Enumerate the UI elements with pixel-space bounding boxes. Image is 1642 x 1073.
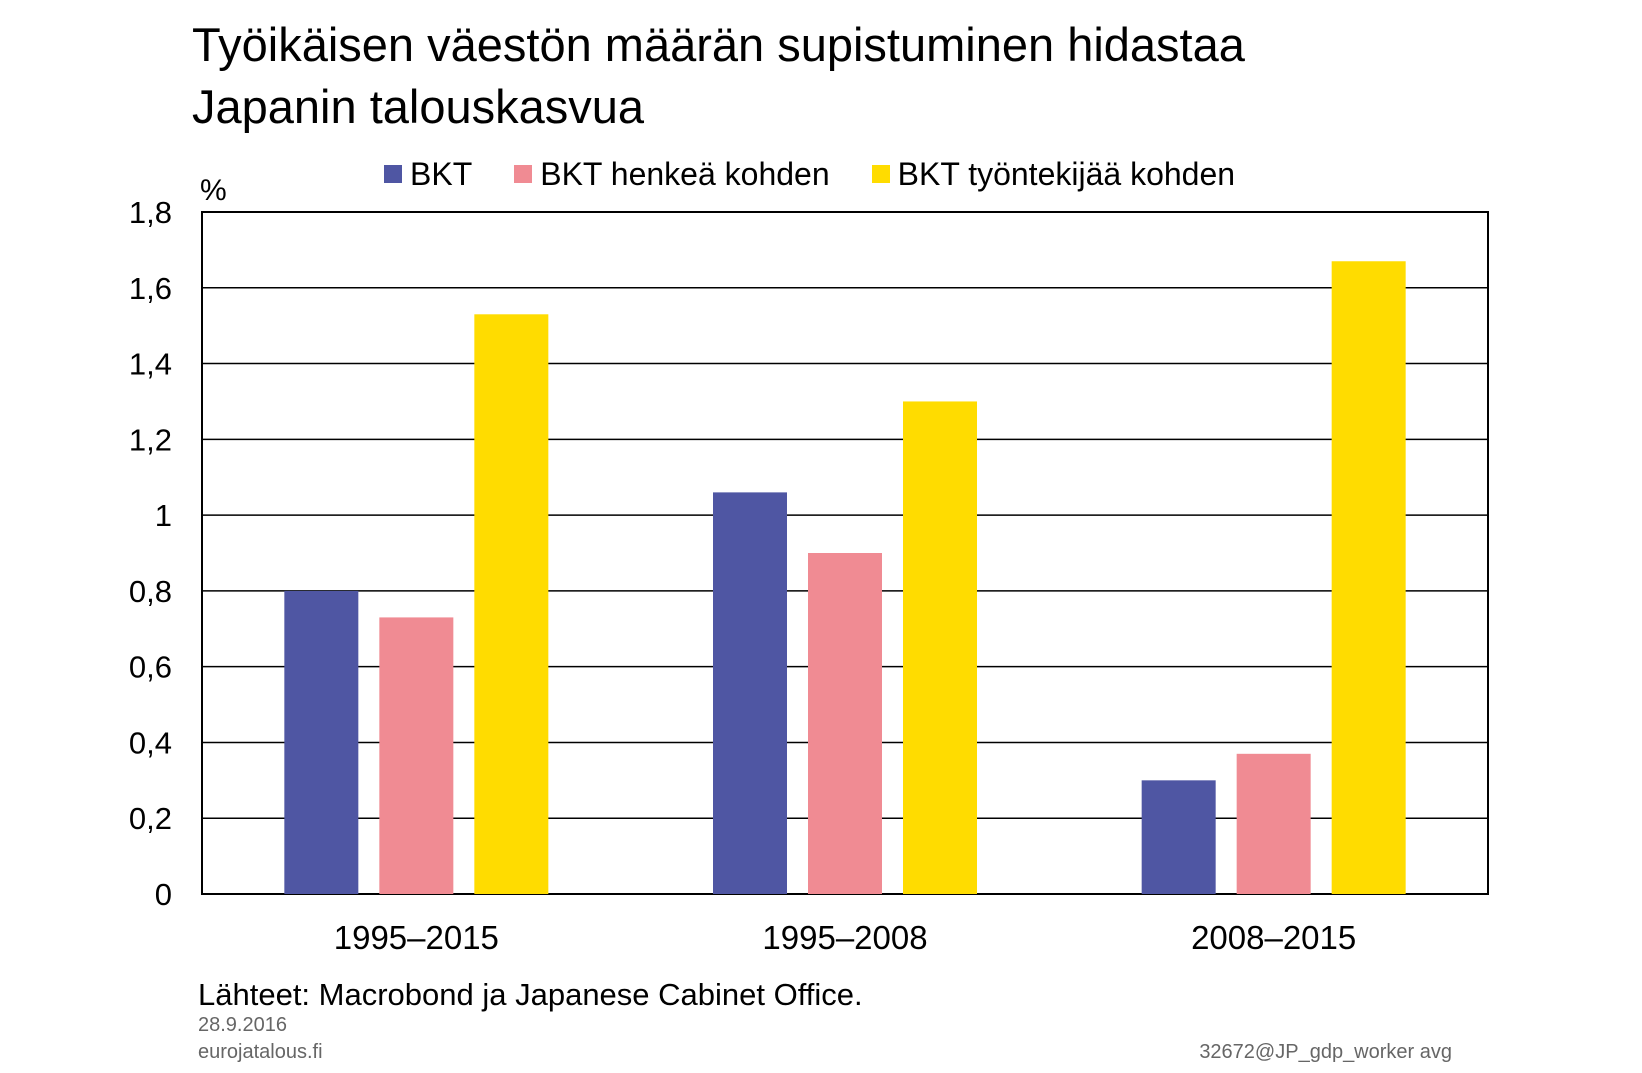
- bar: [713, 492, 787, 894]
- y-tick-label: 1,8: [129, 195, 172, 230]
- legend-swatch-bkt-per-capita: [514, 165, 533, 183]
- bar: [474, 314, 549, 894]
- bar: [284, 590, 359, 894]
- legend-item-bkt: BKT: [384, 156, 472, 193]
- bar: [808, 553, 882, 894]
- source-note: Lähteet: Macrobond ja Japanese Cabinet O…: [198, 977, 863, 1012]
- legend-swatch-bkt-per-worker: [871, 165, 890, 183]
- legend-label-bkt: BKT: [410, 155, 473, 192]
- chart-code: 32672@JP_gdp_worker avg: [1199, 1041, 1452, 1063]
- y-tick-label: 0: [155, 877, 172, 912]
- legend-label-bkt-per-worker: BKT työntekijää kohden: [897, 155, 1236, 192]
- x-tick-label: 1995–2015: [334, 919, 499, 956]
- chart-title: Työikäisen väestön määrän supistuminen h…: [192, 14, 1245, 138]
- chart-title-line2: Japanin talouskasvua: [192, 80, 645, 133]
- bar: [379, 617, 454, 894]
- y-tick-label: 1,2: [129, 422, 172, 457]
- y-tick-label: 0,4: [129, 725, 172, 760]
- bar: [1331, 261, 1406, 894]
- bar-chart: 0 0,2 0,4 0,6 0,8 1 1,2 1,4 1,6 1,8 1995–2015 1995–…: [129, 195, 1489, 956]
- x-tick-label: 1995–2008: [762, 919, 927, 956]
- chart-title-line1: Työikäisen väestön määrän supistuminen h…: [192, 18, 1245, 71]
- bar: [903, 401, 977, 894]
- y-tick-label: 1,4: [129, 347, 172, 382]
- site-note: eurojatalous.fi: [198, 1041, 323, 1063]
- bar: [1236, 753, 1311, 894]
- y-tick-label: 0,6: [129, 650, 172, 685]
- y-tick-label: 0,2: [129, 801, 172, 836]
- y-tick-label: 1,6: [129, 271, 172, 306]
- date-note: 28.9.2016: [198, 1014, 287, 1036]
- legend-item-bkt-per-worker: BKT työntekijää kohden: [871, 155, 1236, 193]
- chart-legend: BKT BKT henkeä kohden BKT työntekijää ko…: [384, 152, 1277, 196]
- legend-swatch-bkt: [384, 165, 402, 183]
- legend-label-bkt-per-capita: BKT henkeä kohden: [540, 155, 830, 192]
- x-tick-label: 2008–2015: [1191, 919, 1356, 956]
- y-axis-unit-label: %: [200, 174, 227, 207]
- legend-item-bkt-per-capita: BKT henkeä kohden: [514, 155, 830, 193]
- bar: [1141, 780, 1216, 894]
- y-tick-label: 0,8: [129, 574, 172, 609]
- y-tick-label: 1: [155, 498, 172, 533]
